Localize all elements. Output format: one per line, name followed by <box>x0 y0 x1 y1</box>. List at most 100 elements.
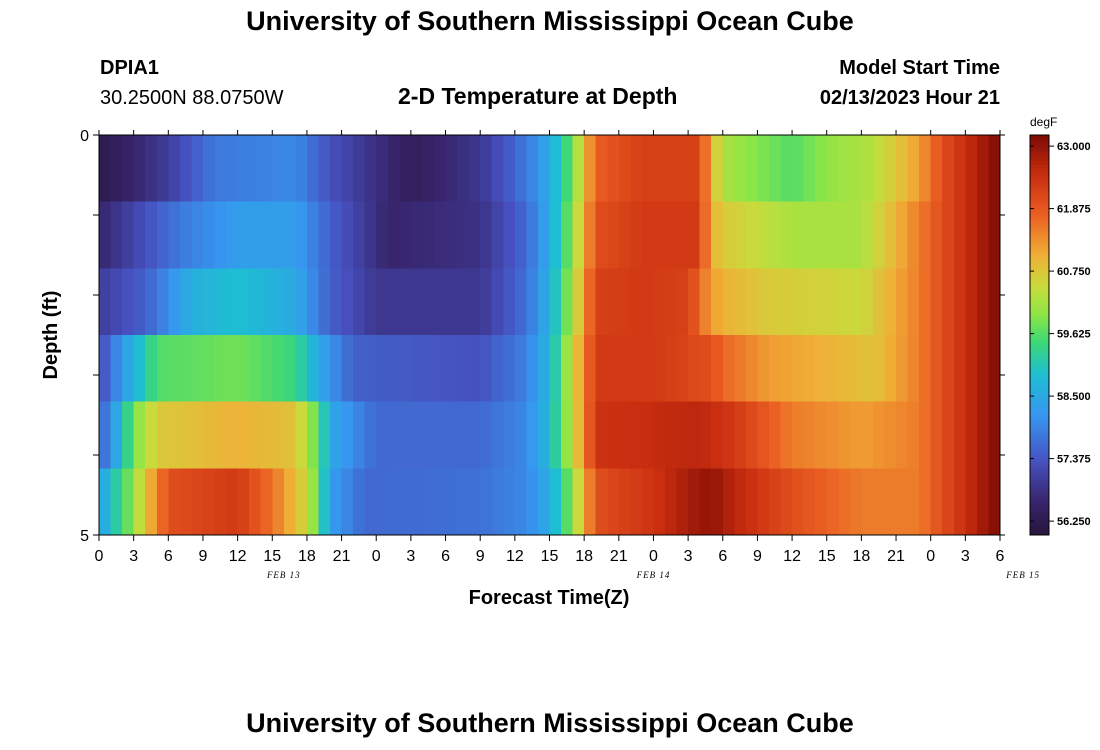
colorbar-segment <box>1030 391 1049 396</box>
heatmap-cell <box>226 268 239 336</box>
heatmap-cell <box>803 135 816 203</box>
heatmap-cell <box>156 135 169 203</box>
heatmap-cell <box>768 201 782 269</box>
chart-subtitle: 2-D Temperature at Depth <box>398 83 678 109</box>
heatmap-cell <box>422 468 435 536</box>
model-start-value: 02/13/2023 Hour 21 <box>819 87 1000 109</box>
heatmap-cell <box>295 268 308 336</box>
heatmap-cell <box>387 135 400 203</box>
heatmap-cell <box>630 335 643 403</box>
colorbar-segment <box>1030 335 1049 339</box>
heatmap-cell <box>919 135 932 203</box>
heatmap-cell <box>780 401 793 469</box>
heatmap-cell <box>953 401 966 469</box>
heatmap-cell <box>387 401 400 469</box>
heatmap-cell <box>468 401 481 469</box>
heatmap-cell <box>226 401 239 469</box>
colorbar-segment <box>1030 181 1049 186</box>
heatmap-cell <box>722 201 735 269</box>
heatmap-cell <box>168 268 181 336</box>
heatmap-cell <box>572 335 585 403</box>
heatmap-cell <box>872 201 886 269</box>
heatmap-cell <box>422 335 435 403</box>
heatmap-cell <box>792 401 805 469</box>
colorbar-tick-label: 56.250 <box>1057 516 1091 528</box>
heatmap-cell <box>757 201 770 269</box>
colorbar-segment <box>1030 375 1049 379</box>
heatmap-cell <box>988 335 1001 403</box>
colorbar-segment <box>1030 358 1049 363</box>
y-axis-label: Depth (ft) <box>40 291 62 380</box>
heatmap-cell <box>318 135 331 203</box>
heatmap-cell <box>341 135 354 203</box>
colorbar-tick-label: 63.000 <box>1057 141 1091 153</box>
heatmap-cell <box>191 335 204 403</box>
colorbar-segment <box>1030 361 1049 366</box>
heatmap-cell <box>561 268 574 336</box>
heatmap-cell <box>214 201 227 269</box>
heatmap-cell <box>514 468 527 536</box>
colorbar-segment <box>1030 145 1049 149</box>
heatmap-cell <box>861 268 874 336</box>
heatmap-cell <box>260 468 273 536</box>
heatmap-cell <box>364 468 377 536</box>
heatmap-cell <box>202 401 216 469</box>
heatmap-cell <box>318 201 331 269</box>
colorbar-segment <box>1030 488 1049 493</box>
colorbar-segment <box>1030 281 1049 286</box>
y-tick-label: 5 <box>80 528 89 545</box>
heatmap-cell <box>226 335 239 403</box>
colorbar-segment <box>1030 225 1049 229</box>
heatmap-cell <box>156 268 169 336</box>
colorbar-segment <box>1030 441 1049 446</box>
heatmap-cell <box>780 201 793 269</box>
heatmap-cell <box>572 468 585 536</box>
heatmap-cell <box>537 335 551 403</box>
heatmap-cell <box>942 268 955 336</box>
colorbar-segment <box>1030 238 1049 243</box>
heatmap-cell <box>595 135 608 203</box>
heatmap-cell <box>468 135 481 203</box>
heatmap-cell <box>237 268 250 336</box>
heatmap-cell <box>849 135 862 203</box>
heatmap-cell <box>953 335 966 403</box>
heatmap-cell <box>919 401 932 469</box>
heatmap-cell <box>237 135 250 203</box>
heatmap-cell <box>179 201 193 269</box>
heatmap-cell <box>768 335 782 403</box>
heatmap-cell <box>537 135 551 203</box>
x-tick-label: 18 <box>575 548 593 565</box>
heatmap-cell <box>353 335 366 403</box>
heatmap-cell <box>410 335 424 403</box>
heatmap-cell <box>665 468 678 536</box>
colorbar-segment <box>1030 208 1049 213</box>
heatmap-cell <box>376 468 389 536</box>
heatmap-cell <box>457 335 470 403</box>
heatmap-cell <box>584 401 597 469</box>
heatmap-cell <box>133 135 146 203</box>
colorbar-segment <box>1030 428 1049 433</box>
heatmap-cell <box>99 335 112 403</box>
heatmap-cell <box>618 468 631 536</box>
heatmap-cell <box>976 335 990 403</box>
heatmap-cell <box>272 335 285 403</box>
heatmap-cell <box>480 201 493 269</box>
heatmap-cell <box>122 201 135 269</box>
colorbar-segment <box>1030 231 1049 236</box>
colorbar-segment <box>1030 341 1049 346</box>
heatmap-cell <box>907 268 920 336</box>
heatmap-cell <box>595 401 608 469</box>
heatmap-cell <box>202 268 216 336</box>
heatmap-cell <box>353 401 366 469</box>
heatmap-cell <box>410 201 424 269</box>
heatmap-cell <box>260 401 273 469</box>
heatmap-cell <box>272 135 285 203</box>
heatmap-cell <box>399 468 412 536</box>
heatmap-cell <box>341 335 354 403</box>
heatmap-cell <box>179 401 193 469</box>
colorbar-segment <box>1030 261 1049 266</box>
heatmap-cell <box>110 468 123 536</box>
colorbar-segment <box>1030 291 1049 296</box>
colorbar-segment <box>1030 515 1049 519</box>
heatmap-cell <box>630 468 643 536</box>
